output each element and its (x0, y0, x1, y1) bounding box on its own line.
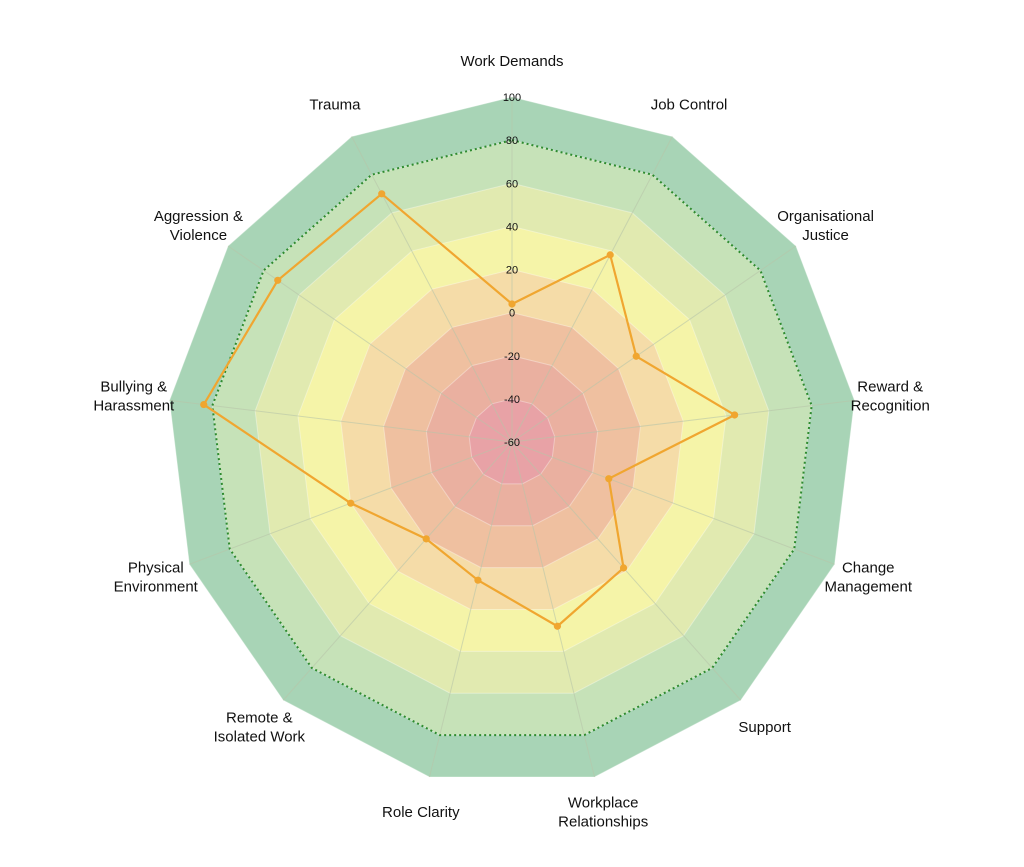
axis-spokes (169, 97, 855, 778)
category-label: Reward & Recognition (851, 379, 930, 415)
data-point (605, 475, 613, 483)
tick-label: 60 (506, 178, 518, 190)
category-label-line: Physical (128, 560, 184, 577)
axis-spoke (511, 136, 673, 443)
axis-spoke (511, 399, 855, 443)
data-point (200, 400, 208, 409)
category-label-line: Justice (802, 227, 849, 244)
data-point (553, 622, 562, 630)
category-label-line: Reward & (857, 379, 923, 396)
tick-label: 100 (503, 92, 521, 104)
category-label: Trauma (309, 97, 361, 114)
category-label-line: Organisational (777, 208, 874, 225)
series-layer (200, 190, 739, 630)
data-point (347, 499, 355, 507)
tick-label: 0 (509, 308, 515, 320)
tick-labels: 100 80 60 40 20 0 -20 -40 -60 (503, 92, 521, 449)
category-label-line: Harassment (93, 398, 175, 415)
category-label-line: Management (824, 579, 912, 596)
category-label-line: Aggression & (154, 208, 243, 225)
axis-spoke (511, 441, 742, 701)
tick-label: -20 (504, 351, 520, 363)
tick-label: 20 (506, 265, 518, 277)
category-label-line: Isolated Work (214, 729, 306, 746)
category-label-line: Trauma (309, 97, 361, 114)
category-label: Job Control (651, 97, 728, 114)
axis-spoke (511, 441, 835, 565)
category-label: Organisational Justice (777, 208, 874, 244)
threshold-polygon (211, 139, 813, 737)
data-point (422, 535, 430, 543)
category-label-line: Remote & (226, 710, 293, 727)
data-point (731, 411, 739, 419)
category-label-line: Relationships (558, 813, 648, 830)
data-point (606, 251, 614, 259)
category-label-line: Work Demands (460, 53, 563, 70)
category-label-line: Violence (170, 227, 227, 244)
tick-label: -40 (504, 394, 520, 406)
axis-spoke (351, 136, 513, 443)
category-label-line: Job Control (651, 97, 728, 114)
category-label-line: Environment (114, 579, 199, 596)
data-point (632, 352, 640, 360)
category-label: Remote & Isolated Work (214, 710, 306, 746)
data-point (378, 190, 386, 198)
category-label-line: Role Clarity (382, 804, 460, 821)
axis-spoke (428, 441, 513, 778)
category-label: Aggression & Violence (154, 208, 243, 244)
category-label-line: Change (842, 560, 895, 577)
category-label: Change Management (824, 560, 912, 596)
category-label-line: Recognition (851, 398, 930, 415)
data-point (274, 276, 282, 284)
tick-label: -60 (504, 437, 520, 449)
threshold-line (211, 139, 813, 737)
axis-spoke (511, 441, 596, 778)
category-label: Support (738, 719, 791, 736)
category-label: Role Clarity (382, 804, 460, 821)
tick-label: 80 (506, 135, 518, 147)
axis-spoke (169, 399, 513, 443)
tick-label: 40 (506, 221, 518, 233)
category-label-line: Workplace (568, 794, 639, 811)
data-point (474, 576, 482, 584)
category-label: Work Demands (460, 53, 563, 70)
category-label: Bullying & Harassment (93, 379, 175, 415)
category-label: Physical Environment (114, 560, 199, 596)
category-label: Workplace Relationships (558, 794, 648, 830)
axis-spoke (282, 441, 513, 701)
data-point (619, 564, 628, 572)
category-label-line: Bullying & (100, 379, 167, 396)
series-line (202, 192, 736, 628)
category-labels: Work Demands Job Control Organisational Jus… (93, 53, 929, 830)
data-point (508, 300, 516, 308)
category-label-line: Support (738, 719, 791, 736)
axis-spoke (511, 245, 797, 443)
